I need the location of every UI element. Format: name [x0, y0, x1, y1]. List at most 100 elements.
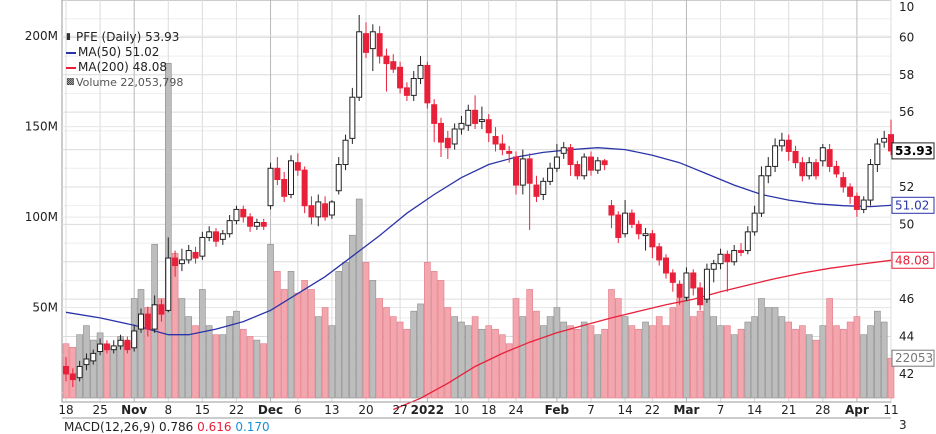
candle-body: [628, 212, 635, 225]
candle-body: [506, 150, 513, 154]
candle-body: [424, 64, 431, 104]
candle-body: [622, 212, 629, 235]
volume-bar: [458, 321, 465, 399]
volume-bar: [853, 316, 861, 399]
volume-bar: [614, 298, 622, 399]
candle-body: [226, 220, 233, 235]
candle-body: [397, 66, 404, 89]
candle-body: [294, 162, 301, 171]
volume-bar: [410, 310, 418, 399]
volume-bar: [328, 325, 336, 399]
x-tick-label: 11: [883, 403, 898, 417]
candle-body: [403, 87, 410, 96]
candle-body: [110, 345, 117, 351]
macd-legend: MACD(12,26,9) 0.786 0.616 0.170: [64, 420, 270, 434]
volume-bar: [192, 325, 199, 399]
macd-signal: 0.616: [197, 420, 232, 434]
volume-bar: [539, 325, 547, 399]
candle-body: [683, 272, 690, 298]
candle-body: [213, 231, 219, 242]
candle-body: [267, 167, 274, 207]
candle-body: [853, 195, 860, 210]
volume-bar: [880, 321, 888, 399]
candle-body: [356, 31, 363, 98]
candle-body: [178, 259, 185, 265]
candle-body: [703, 268, 710, 300]
candle-body: [444, 137, 451, 149]
candle-body: [390, 61, 397, 70]
volume-bar: [574, 328, 581, 399]
volume-bar: [737, 328, 745, 399]
x-tick-label: 15: [195, 403, 210, 417]
volume-bar: [792, 328, 799, 399]
x-tick-label: 6: [294, 403, 302, 417]
volume-bar: [430, 271, 438, 399]
candle-body: [63, 365, 69, 375]
volume-bar: [724, 325, 731, 399]
last-price-label: 53.93: [895, 144, 933, 158]
volume-bar: [717, 325, 724, 399]
x-tick-label: 2022: [411, 403, 444, 417]
candle-body: [744, 231, 751, 252]
volume-bar: [594, 334, 602, 399]
candle-body: [819, 147, 826, 162]
candle-body: [806, 162, 813, 177]
candle-body: [472, 109, 479, 124]
candle-body: [840, 177, 847, 188]
candle-body: [233, 208, 240, 222]
volume-bar: [376, 298, 383, 399]
candle-body: [376, 33, 383, 57]
volume-bar: [683, 298, 690, 399]
volume-bar: [96, 332, 104, 399]
candle-body: [172, 257, 179, 267]
candle-body: [417, 64, 424, 80]
candle-body: [642, 233, 649, 237]
volume-bar: [730, 334, 738, 399]
volume-bar: [874, 310, 881, 399]
candles: [63, 14, 894, 388]
candle-body: [826, 149, 833, 167]
volume-bar: [703, 298, 711, 399]
volume-bar: [314, 316, 322, 399]
volume-bar: [819, 325, 827, 399]
x-tick-label: Dec: [258, 403, 283, 417]
candle-body: [260, 222, 267, 227]
candle-body: [553, 156, 560, 169]
volume-bar: [649, 325, 656, 399]
volume-bar: [628, 325, 636, 399]
volume-bar: [833, 325, 840, 399]
price-tick-label: 42: [899, 367, 914, 381]
candle-body: [192, 251, 199, 259]
candle-body: [649, 233, 656, 248]
x-tick-label: Apr: [845, 403, 869, 417]
volume-tick-label: 50M: [32, 301, 58, 315]
volume-bar: [321, 307, 329, 399]
volume-bar: [185, 316, 193, 399]
candlestick-icon: ▮: [66, 32, 71, 42]
volume-bar: [342, 262, 349, 399]
volume-bar: [635, 328, 643, 399]
candle-body: [138, 313, 144, 330]
volume-bar: [280, 289, 288, 399]
volume-bar: [689, 316, 697, 399]
candle-body: [513, 156, 519, 186]
volume-bar: [417, 303, 424, 399]
ma200-line: [393, 259, 892, 411]
volume-bar: [812, 339, 820, 399]
volume-bar: [839, 328, 847, 399]
candle-body: [288, 160, 294, 195]
volume-bar: [676, 298, 683, 399]
candle-body: [533, 184, 540, 197]
candle-body: [594, 160, 601, 171]
volume-bar: [301, 280, 308, 399]
top-axis-partial-label: 10: [899, 0, 914, 14]
volume-bar: [662, 325, 670, 399]
price-tick-label: 60: [899, 30, 914, 44]
ma200-swatch: [66, 66, 76, 69]
volume-bar: [785, 321, 793, 399]
bottom-axis-partial-label: 3: [899, 418, 907, 430]
candle-body: [540, 180, 547, 195]
volume-bar: [437, 280, 445, 399]
candle-body: [792, 150, 799, 164]
volume-bar: [764, 307, 772, 399]
